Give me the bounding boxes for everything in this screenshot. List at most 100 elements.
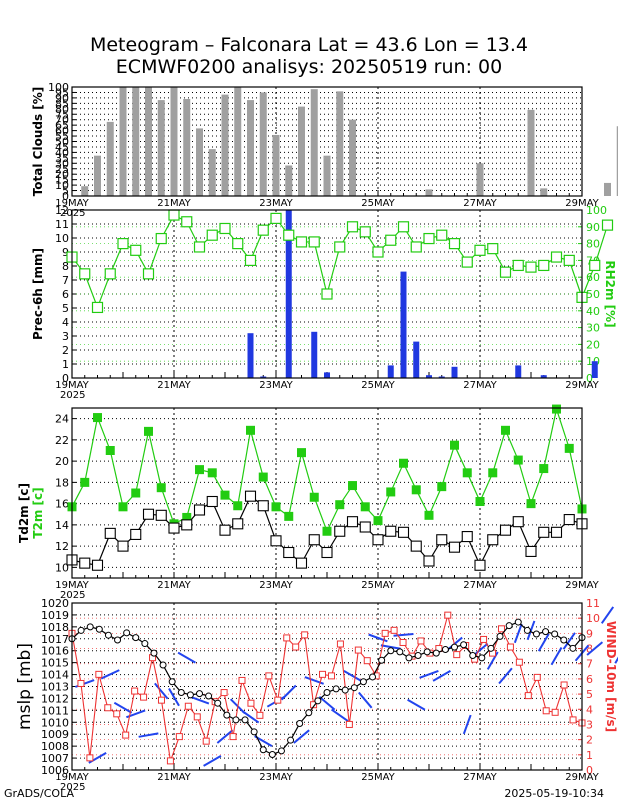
td2m-point [181,519,193,531]
mslp-point [277,747,285,755]
y-tick-label: 0 [62,190,69,203]
y-tick-label: 95 [55,86,69,99]
wind-speed-point [506,643,514,651]
rh-point [308,236,320,248]
x-tick-label: 27MAY [463,380,497,391]
rh-point [410,241,422,253]
rh-point [385,234,397,246]
wind-speed-point [95,670,103,678]
x-tick-label: 19MAY [55,198,89,209]
y2-tick-label: 40 [586,305,600,318]
x-tick-label: 27MAY [463,772,497,783]
td2m-point [244,490,257,502]
rh-point [563,254,575,266]
rh-point [79,268,91,280]
prec-bar [413,341,420,378]
mslp-point [478,654,486,662]
wind-barb [407,698,426,711]
y2-tick-label: 11 [586,597,600,610]
td2m-point [321,546,333,559]
y-tick-label: 50 [55,136,69,149]
wind-speed-point [193,713,201,721]
wind-speed-point [283,634,291,642]
cloud-bar [183,98,191,196]
cloud-bar [259,92,267,196]
mslp-point [341,686,349,694]
td2m-point [423,555,435,567]
rh-point [448,238,461,250]
y-tick-label: 10 [55,232,69,245]
td2m-point [334,525,346,537]
y-tick-label: 4 [62,316,69,329]
wind-barb [216,729,234,744]
mslp-point [268,750,276,758]
y-tick-label: 1019 [41,609,69,622]
mslp-point [186,691,194,699]
wind-barb [498,667,513,685]
td2m-point [308,534,320,546]
t2m-point [539,464,549,474]
y-tick-label: 9 [62,246,69,259]
rh-point [283,229,295,241]
y-tick-label: 18 [55,476,69,489]
prec-bar [311,331,318,378]
rh-point [512,259,524,272]
mslp-point [232,716,240,724]
y-tick-label: 5 [62,185,69,198]
cloud-bar [119,87,127,196]
panel-frame [71,407,583,579]
cloud-bar [349,119,356,196]
cloud-bar [208,149,216,196]
y2-tick-label: 30 [586,322,600,335]
wind-barb [432,670,451,682]
wind-barb [189,695,210,705]
mslp-point [396,648,404,656]
mslp-point [287,736,295,744]
y-tick-label: 1011 [41,704,69,717]
x-tick-label: 27MAY [463,580,497,591]
cloud-bar [247,100,254,196]
y-tick-label: 1009 [41,728,69,741]
td2m-point [142,508,155,520]
t2m-point [373,516,383,526]
y-tick-label: 1010 [41,716,69,729]
mslp-point [86,623,94,631]
cloud-bar [157,100,165,196]
prec-bar [451,366,458,378]
rh-point [232,238,244,250]
cloud-bar [285,165,293,196]
x-tick-label: 25MAY [361,198,395,209]
y-axis-label-t2m: T2m [c] [31,487,45,538]
wind-speed-point [345,720,353,728]
mslp-point [314,697,322,705]
wind-speed-point [113,710,121,718]
t2m-point [564,443,574,453]
td2m-point [155,509,167,521]
wind-speed-point [140,693,148,701]
y-tick-label: 14 [55,519,69,532]
mslp-point [487,644,495,652]
y2-tick-label: 4 [586,703,593,716]
y-tick-label: 1007 [41,752,69,765]
td2m-point [117,540,129,552]
y2-tick-label: 8 [586,643,593,656]
wind-speed-point [247,699,255,707]
wind-speed-point [86,754,94,762]
y2-axis-label-wind: WIND-10m [m/s] [604,621,618,732]
mslp-point [168,678,176,686]
td2m-point [232,518,244,530]
cloud-bar [540,188,548,196]
wind-speed-point [256,711,264,719]
mslp-point [551,630,559,638]
td2m-point [283,546,295,559]
cloud-bar [476,163,484,196]
wind-speed-point [274,696,282,704]
wind-speed-point [390,626,398,634]
y-tick-label: 90 [55,92,69,105]
x-year-label: 2025 [60,208,85,219]
mslp-point [296,719,304,727]
td2m-point [397,526,410,538]
y-tick-label: 3 [62,330,69,343]
wind-speed-point [480,635,488,643]
prec-bar [515,365,522,378]
